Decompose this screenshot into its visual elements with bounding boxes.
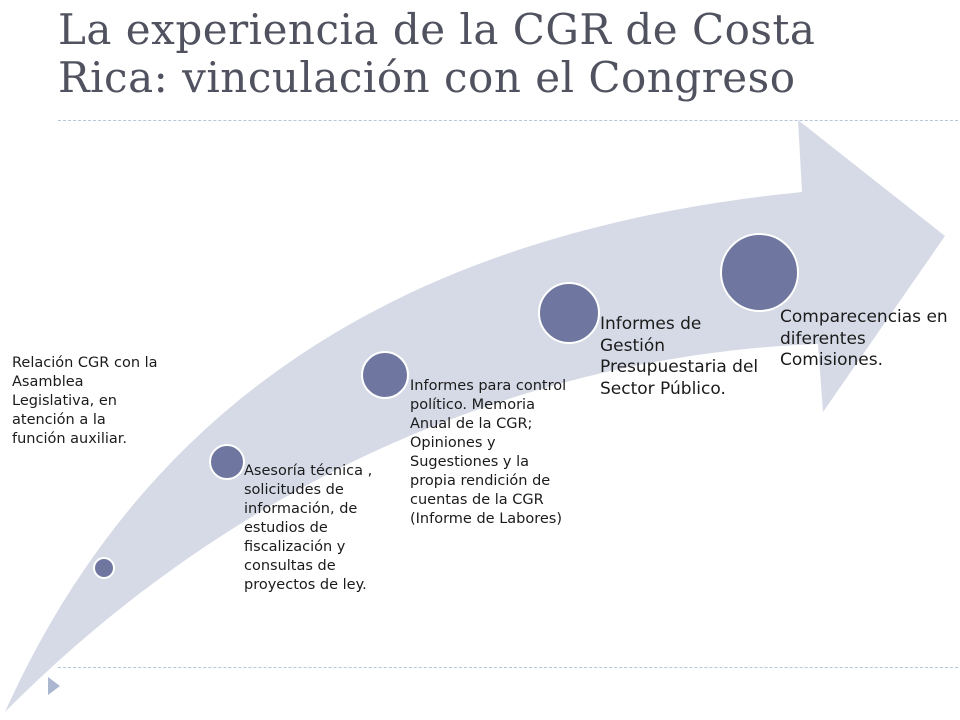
triangle-bullet-icon [48, 677, 60, 695]
step-5-node [720, 233, 799, 312]
step-2-node [209, 444, 245, 480]
step-5-label: Comparecencias en diferentes Comisiones. [780, 307, 948, 370]
bottom-divider [58, 667, 960, 668]
slide-title: La experiencia de la CGR de Costa Rica: … [58, 5, 816, 102]
curved-arrow-shape [5, 120, 945, 712]
step-3-label: Informes para control político. Memoria … [410, 378, 567, 527]
step-4-node [538, 282, 600, 344]
step-2-label: Asesoría técnica , solicitudes de inform… [244, 463, 373, 593]
step-4-label: Informes de Gestión Presupuestaria del S… [600, 314, 759, 399]
top-divider [58, 120, 960, 121]
step-1-node [93, 557, 115, 579]
step-3-node [361, 351, 409, 399]
step-1-label: Relación CGR con la Asamblea Legislativa… [12, 355, 158, 447]
